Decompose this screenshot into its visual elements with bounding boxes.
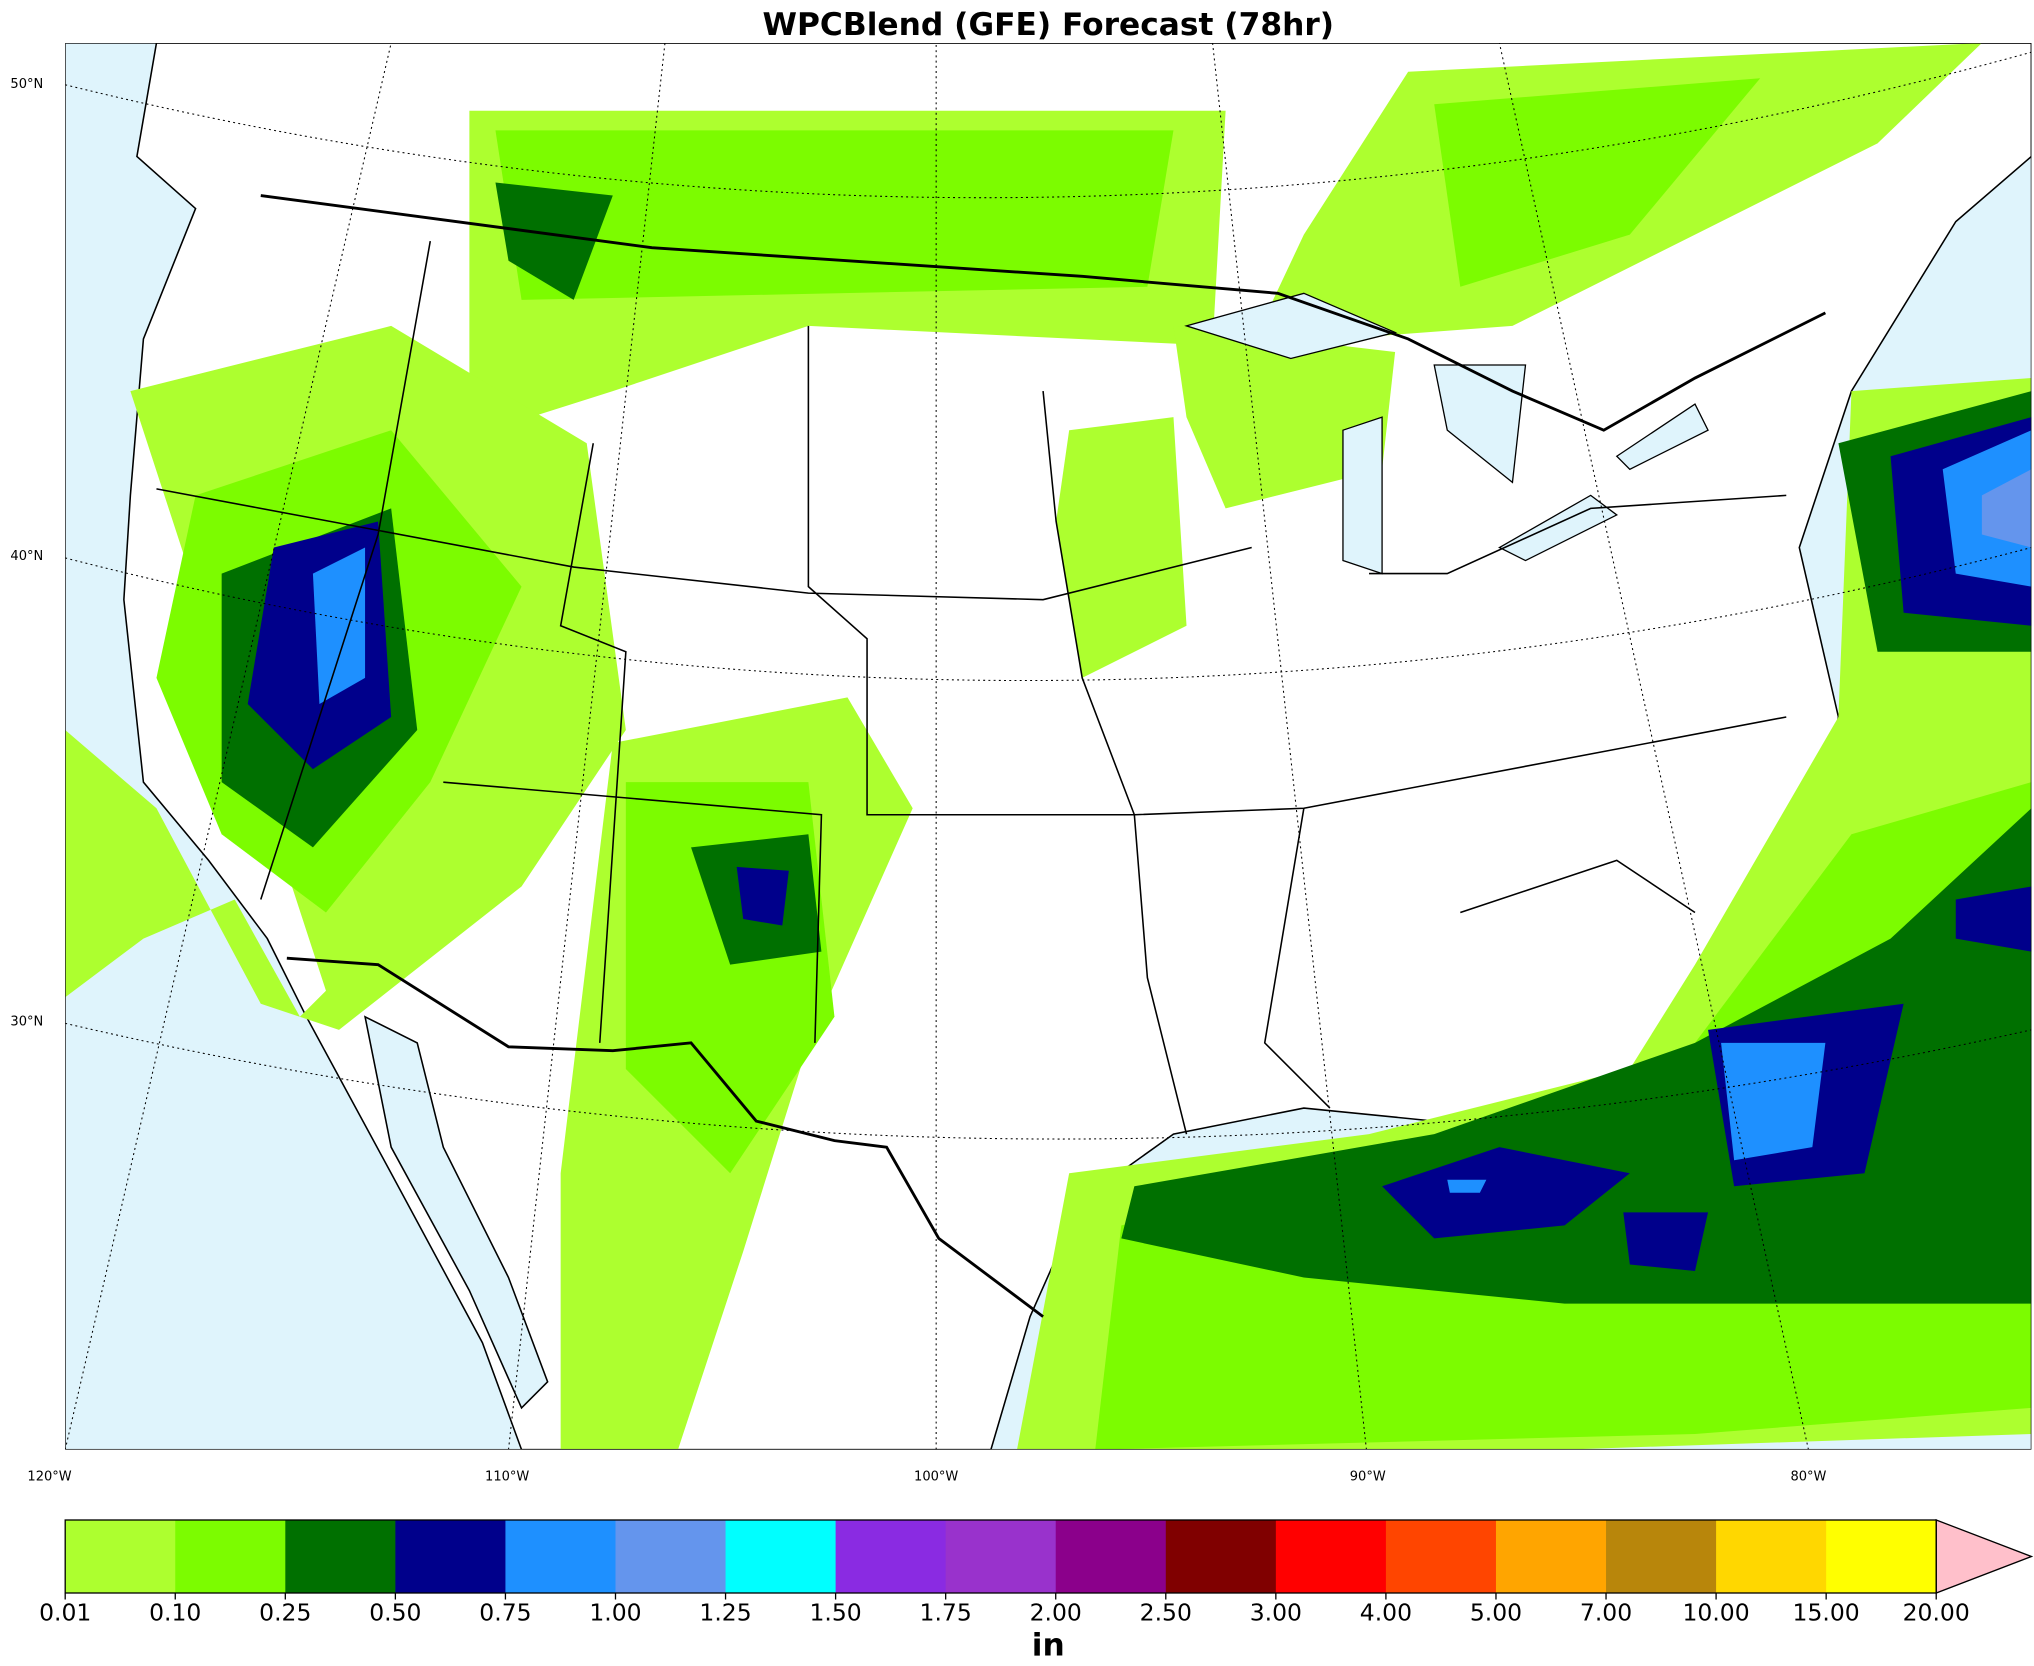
colorbar-label: 7.00	[1580, 1598, 1632, 1626]
lat-label: 30°N	[10, 1015, 43, 1030]
colorbar-box	[1275, 1519, 1387, 1593]
lat-label: 40°N	[10, 549, 43, 564]
colorbar-unit: in	[1032, 1627, 1065, 1663]
colorbar-label: 5.00	[1470, 1598, 1522, 1626]
colorbar-label: 0.01	[39, 1598, 91, 1626]
colorbar-box	[1055, 1519, 1167, 1593]
borders	[156, 194, 1827, 1318]
colorbar-label: 2.50	[1140, 1598, 1192, 1626]
colorbar-label: 0.50	[369, 1598, 421, 1626]
colorbar-box	[175, 1519, 286, 1593]
precip-blue	[312, 430, 2032, 1193]
colorbar-arrow	[1935, 1519, 2034, 1594]
colorbar-label: 2.00	[1030, 1598, 1082, 1626]
colorbar-label: 10.00	[1683, 1598, 1750, 1626]
colorbar-frame	[64, 1519, 1937, 1594]
colorbar-box	[65, 1519, 176, 1593]
great-lakes	[1184, 292, 1709, 575]
colorbar-label: 1.50	[809, 1598, 861, 1626]
lat-label: 50°N	[10, 77, 43, 92]
colorbar-box	[1385, 1519, 1497, 1593]
title: WPCBlend (GFE) Forecast (78hr)	[763, 7, 1335, 43]
colorbar-label: 0.25	[259, 1598, 311, 1626]
colorbar-label: 4.00	[1360, 1598, 1412, 1626]
colorbar-label: 1.25	[699, 1598, 751, 1626]
colorbar-box	[1495, 1519, 1607, 1593]
lon-label: 90°W	[1350, 1469, 1386, 1484]
lon-label: 80°W	[1790, 1469, 1826, 1484]
colorbar-label: 15.00	[1793, 1598, 1860, 1626]
lon-label: 100°W	[914, 1469, 958, 1484]
colorbar-box	[615, 1519, 727, 1593]
map	[65, 43, 2032, 1450]
colorbar-box	[1716, 1519, 1827, 1593]
colorbar-label: 1.75	[920, 1598, 972, 1626]
colorbar-box	[1826, 1519, 1937, 1593]
colorbar-label: 1.00	[589, 1598, 641, 1626]
baja-water	[363, 1015, 549, 1410]
colorbar-box	[1606, 1519, 1717, 1593]
colorbar-box	[285, 1519, 397, 1593]
colorbar-label: 0.10	[149, 1598, 201, 1626]
colorbar-box	[505, 1519, 617, 1593]
colorbar-box	[725, 1519, 837, 1593]
colorbar-label: 3.00	[1250, 1598, 1302, 1626]
colorbar-box	[835, 1519, 947, 1593]
lon-label: 120°W	[27, 1469, 71, 1484]
lon-label: 110°W	[485, 1469, 529, 1484]
colorbar-box	[395, 1519, 507, 1593]
colorbar-box	[945, 1519, 1057, 1593]
colorbar-box	[1165, 1519, 1277, 1593]
colorbar-label: 0.75	[479, 1598, 531, 1626]
graticule	[65, 43, 2032, 1450]
colorbar-label: 20.00	[1903, 1598, 1970, 1626]
